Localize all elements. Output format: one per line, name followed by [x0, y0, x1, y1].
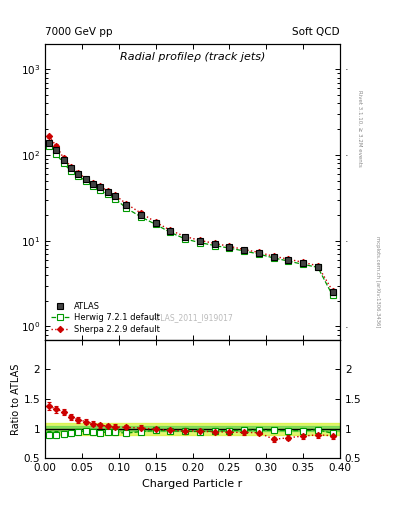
X-axis label: Charged Particle r: Charged Particle r: [142, 479, 243, 488]
Text: Radial profileρ (track jets): Radial profileρ (track jets): [120, 52, 265, 62]
Text: mcplots.cern.ch [arXiv:1306.3436]: mcplots.cern.ch [arXiv:1306.3436]: [375, 236, 380, 327]
Text: ATLAS_2011_I919017: ATLAS_2011_I919017: [152, 313, 233, 322]
Text: Soft QCD: Soft QCD: [292, 27, 340, 37]
Y-axis label: Ratio to ATLAS: Ratio to ATLAS: [11, 364, 21, 435]
Text: 7000 GeV pp: 7000 GeV pp: [45, 27, 113, 37]
Legend: ATLAS, Herwig 7.2.1 default, Sherpa 2.2.9 default: ATLAS, Herwig 7.2.1 default, Sherpa 2.2.…: [50, 300, 161, 335]
Bar: [45, 426, 340, 431]
Text: Rivet 3.1.10, ≥ 3.2M events: Rivet 3.1.10, ≥ 3.2M events: [357, 90, 362, 166]
Bar: [45, 423, 340, 435]
